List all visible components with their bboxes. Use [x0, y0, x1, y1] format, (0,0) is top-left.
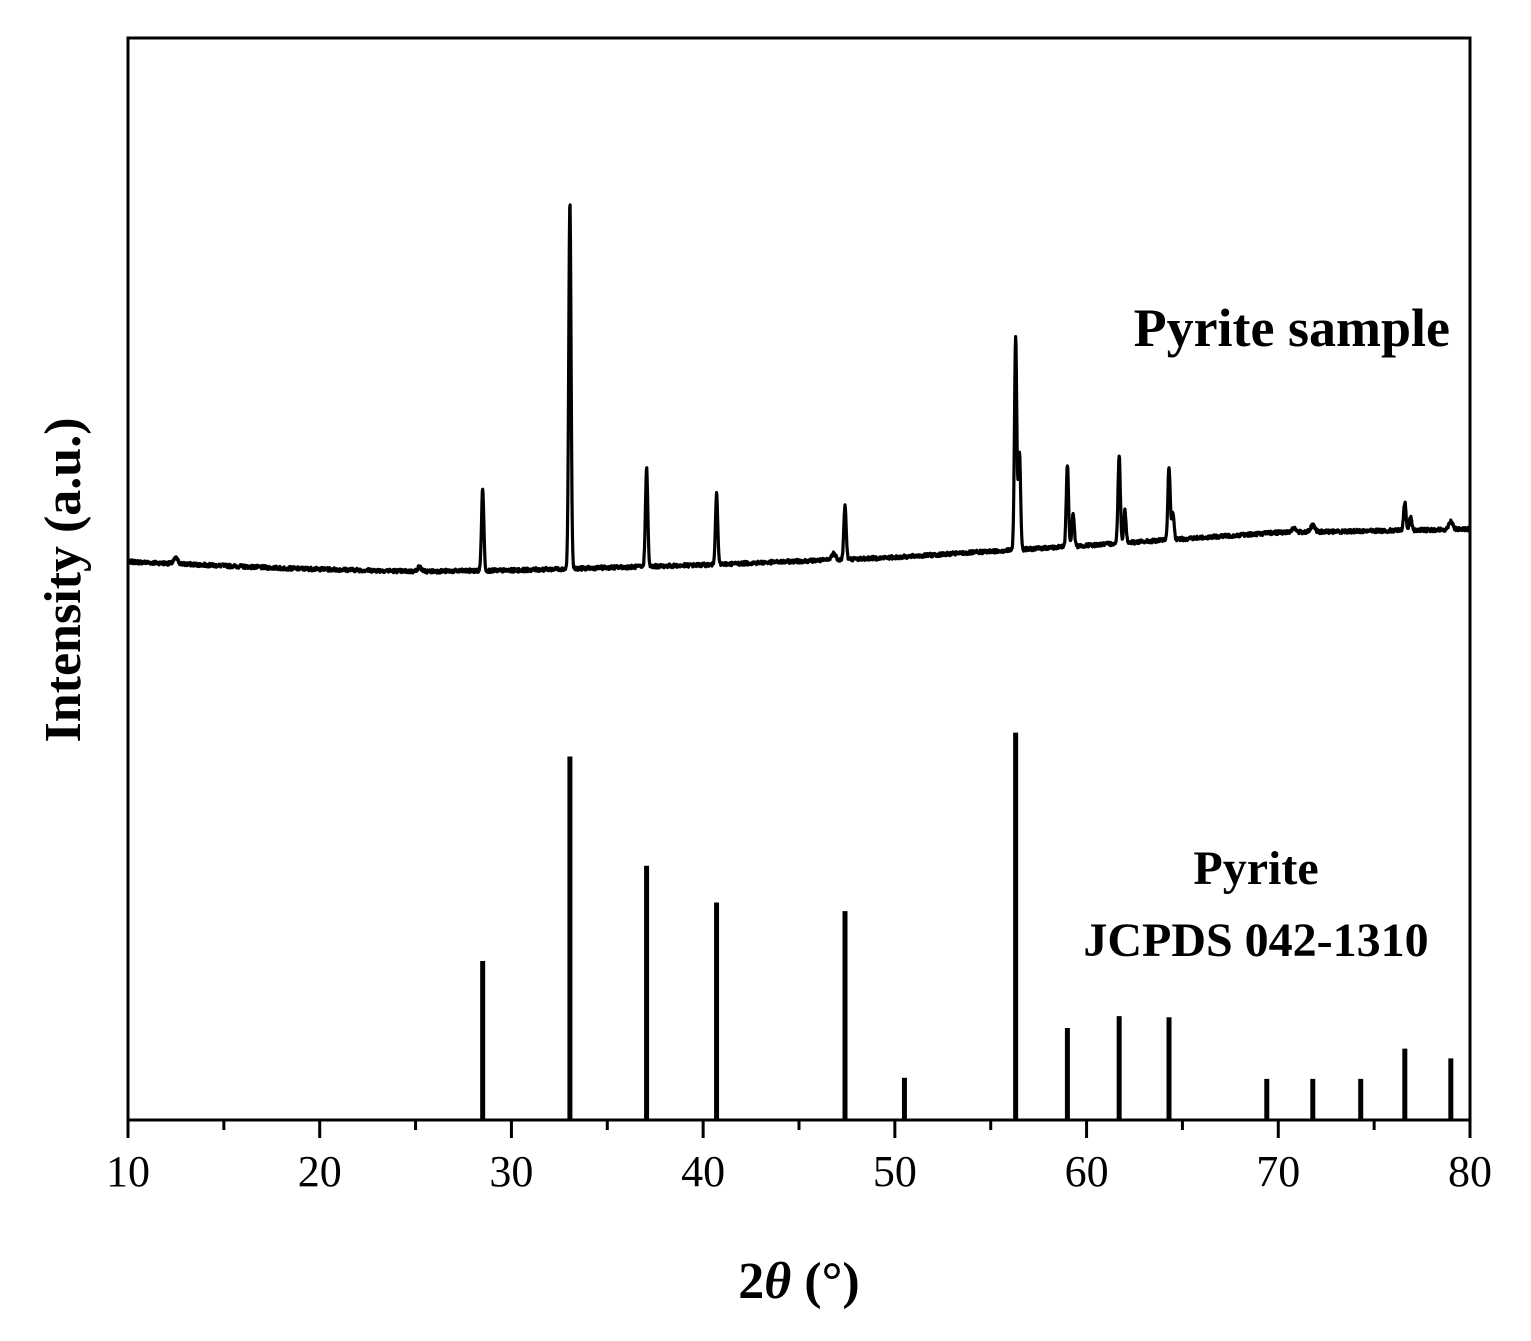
x-axis-title-symbol: θ: [764, 1253, 791, 1310]
reference-label-line2: JCPDS 042-1310: [1083, 914, 1428, 967]
x-axis-tick-labels: 10 20 30 40 50 60 70 80: [106, 1147, 1492, 1196]
x-tick-label: 50: [873, 1147, 917, 1196]
x-tick-label: 10: [106, 1147, 150, 1196]
x-axis-title: 2θ (°): [738, 1253, 859, 1310]
x-axis-ticks: [126, 1120, 1472, 1138]
x-tick-label: 30: [489, 1147, 533, 1196]
x-tick-label: 40: [681, 1147, 725, 1196]
x-axis-title-suffix: (°): [791, 1253, 859, 1310]
x-axis-title-prefix: 2: [738, 1253, 764, 1310]
y-axis-title: Intensity (a.u.): [35, 417, 92, 742]
reference-sticks: [480, 732, 1454, 1120]
x-tick-label: 60: [1065, 1147, 1109, 1196]
reference-label-line1: Pyrite: [1193, 842, 1318, 895]
plot-frame: [126, 36, 1472, 1122]
x-tick-label: 20: [298, 1147, 342, 1196]
pyrite-sample-pattern: [126, 203, 1472, 575]
x-tick-label: 80: [1448, 1147, 1492, 1196]
x-tick-label: 70: [1256, 1147, 1300, 1196]
sample-label: Pyrite sample: [1134, 298, 1450, 358]
